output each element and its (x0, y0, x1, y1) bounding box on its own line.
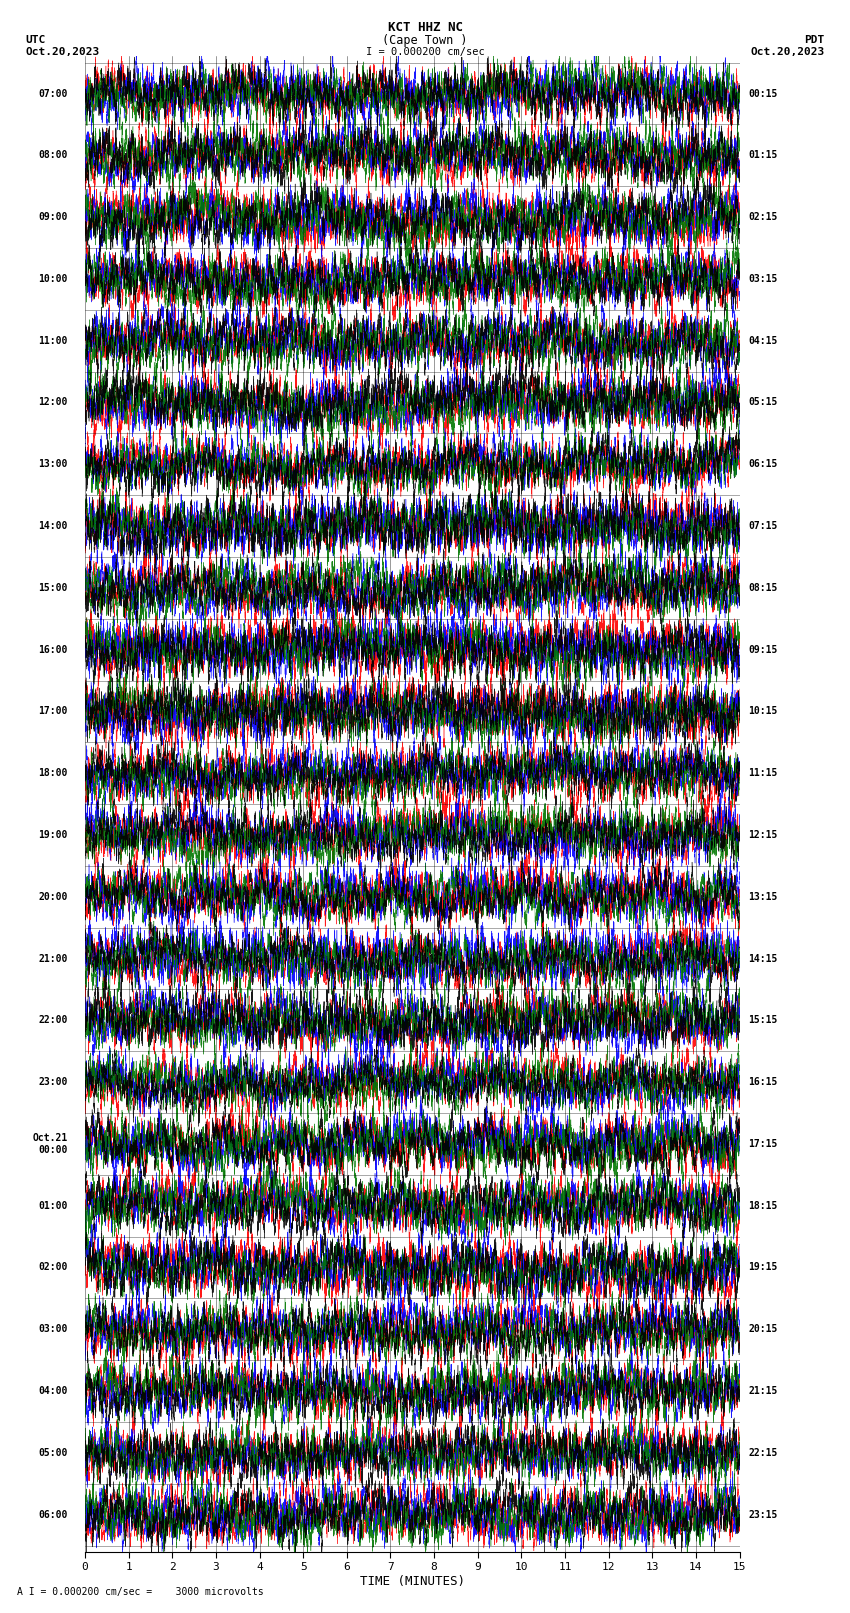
Text: 13:00: 13:00 (38, 460, 67, 469)
Text: 05:00: 05:00 (38, 1448, 67, 1458)
Text: 21:15: 21:15 (748, 1386, 778, 1397)
Text: 02:00: 02:00 (38, 1263, 67, 1273)
Text: 19:15: 19:15 (748, 1263, 778, 1273)
Text: UTC: UTC (26, 35, 46, 45)
Text: 11:00: 11:00 (38, 336, 67, 345)
Text: 17:15: 17:15 (748, 1139, 778, 1148)
Text: 06:00: 06:00 (38, 1510, 67, 1519)
Text: PDT: PDT (804, 35, 824, 45)
Text: 09:15: 09:15 (748, 645, 778, 655)
X-axis label: TIME (MINUTES): TIME (MINUTES) (360, 1574, 465, 1587)
Text: 23:00: 23:00 (38, 1077, 67, 1087)
Text: 14:00: 14:00 (38, 521, 67, 531)
Text: 06:15: 06:15 (748, 460, 778, 469)
Text: 04:15: 04:15 (748, 336, 778, 345)
Text: 04:00: 04:00 (38, 1386, 67, 1397)
Text: 21:00: 21:00 (38, 953, 67, 963)
Text: 14:15: 14:15 (748, 953, 778, 963)
Text: A I = 0.000200 cm/sec =    3000 microvolts: A I = 0.000200 cm/sec = 3000 microvolts (17, 1587, 264, 1597)
Text: Oct.20,2023: Oct.20,2023 (751, 47, 824, 56)
Text: 10:15: 10:15 (748, 706, 778, 716)
Text: 12:15: 12:15 (748, 831, 778, 840)
Text: 08:15: 08:15 (748, 582, 778, 594)
Text: 02:15: 02:15 (748, 211, 778, 223)
Text: 15:00: 15:00 (38, 582, 67, 594)
Text: 13:15: 13:15 (748, 892, 778, 902)
Text: 08:00: 08:00 (38, 150, 67, 160)
Text: 03:15: 03:15 (748, 274, 778, 284)
Text: 16:15: 16:15 (748, 1077, 778, 1087)
Text: 17:00: 17:00 (38, 706, 67, 716)
Text: 20:00: 20:00 (38, 892, 67, 902)
Text: 15:15: 15:15 (748, 1015, 778, 1026)
Text: Oct.21
00:00: Oct.21 00:00 (32, 1132, 67, 1155)
Text: 07:00: 07:00 (38, 89, 67, 98)
Text: 01:00: 01:00 (38, 1200, 67, 1211)
Text: 23:15: 23:15 (748, 1510, 778, 1519)
Text: 00:15: 00:15 (748, 89, 778, 98)
Text: 12:00: 12:00 (38, 397, 67, 408)
Text: 10:00: 10:00 (38, 274, 67, 284)
Text: 20:15: 20:15 (748, 1324, 778, 1334)
Text: 22:00: 22:00 (38, 1015, 67, 1026)
Text: 09:00: 09:00 (38, 211, 67, 223)
Text: 05:15: 05:15 (748, 397, 778, 408)
Text: 07:15: 07:15 (748, 521, 778, 531)
Text: 22:15: 22:15 (748, 1448, 778, 1458)
Text: I = 0.000200 cm/sec: I = 0.000200 cm/sec (366, 47, 484, 56)
Text: 01:15: 01:15 (748, 150, 778, 160)
Text: (Cape Town ): (Cape Town ) (382, 34, 468, 47)
Text: 16:00: 16:00 (38, 645, 67, 655)
Text: 11:15: 11:15 (748, 768, 778, 777)
Text: Oct.20,2023: Oct.20,2023 (26, 47, 99, 56)
Text: 18:00: 18:00 (38, 768, 67, 777)
Text: 03:00: 03:00 (38, 1324, 67, 1334)
Text: 19:00: 19:00 (38, 831, 67, 840)
Text: 18:15: 18:15 (748, 1200, 778, 1211)
Text: KCT HHZ NC: KCT HHZ NC (388, 21, 462, 34)
